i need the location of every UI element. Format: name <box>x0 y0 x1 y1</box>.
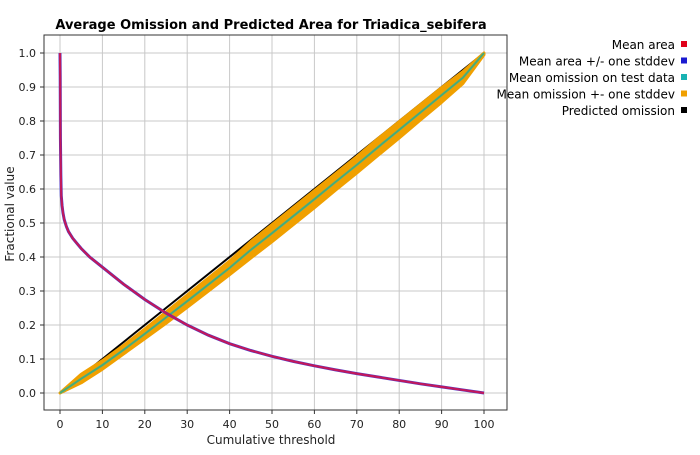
mean-area-line <box>58 52 485 395</box>
x-tick-label: 70 <box>350 418 364 431</box>
legend-label: Mean omission +- one stddev <box>497 88 676 102</box>
x-tick-label: 90 <box>435 418 449 431</box>
legend: Mean area Mean area +/- one stddev Mean om… <box>497 38 687 118</box>
x-tick-label: 50 <box>265 418 279 431</box>
legend-label: Predicted omission <box>562 104 675 118</box>
y-tick-label: 0.5 <box>19 217 37 230</box>
y-tick-label: 0.3 <box>19 285 37 298</box>
x-tick-label: 20 <box>138 418 152 431</box>
x-axis-label: Cumulative threshold <box>207 433 336 447</box>
legend-swatch <box>681 107 687 113</box>
x-tick-label: 80 <box>392 418 406 431</box>
y-axis-ticks: 0.0 0.1 0.2 0.3 0.4 0.5 0.6 0.7 0.8 0.9 1.0 <box>19 47 44 400</box>
legend-swatch <box>681 90 687 97</box>
x-axis-ticks: 0 10 20 30 40 50 60 70 80 90 100 <box>57 410 495 431</box>
y-tick-label: 0.4 <box>19 251 37 264</box>
legend-label: Mean area <box>612 38 675 52</box>
legend-swatch <box>681 74 687 80</box>
series-layer <box>58 51 486 395</box>
y-tick-label: 0.6 <box>19 183 37 196</box>
y-tick-label: 1.0 <box>19 47 37 60</box>
y-tick-label: 0.8 <box>19 115 37 128</box>
y-tick-label: 0.7 <box>19 149 37 162</box>
y-tick-label: 0.1 <box>19 353 37 366</box>
x-tick-label: 100 <box>474 418 495 431</box>
x-tick-label: 0 <box>57 418 64 431</box>
y-tick-label: 0.9 <box>19 81 37 94</box>
y-axis-label: Fractional value <box>3 166 17 261</box>
gridlines <box>44 35 507 410</box>
legend-swatch <box>681 41 687 47</box>
x-tick-label: 10 <box>95 418 109 431</box>
x-tick-label: 60 <box>307 418 321 431</box>
y-tick-label: 0.0 <box>19 387 37 400</box>
mean-omission-line-core <box>59 52 485 394</box>
x-tick-label: 40 <box>223 418 237 431</box>
y-tick-label: 0.2 <box>19 319 37 332</box>
chart-title: Average Omission and Predicted Area for … <box>55 18 486 33</box>
legend-label: Mean omission on test data <box>509 71 675 85</box>
x-tick-label: 30 <box>180 418 194 431</box>
legend-swatch <box>681 57 687 64</box>
legend-label: Mean area +/- one stddev <box>519 55 675 69</box>
